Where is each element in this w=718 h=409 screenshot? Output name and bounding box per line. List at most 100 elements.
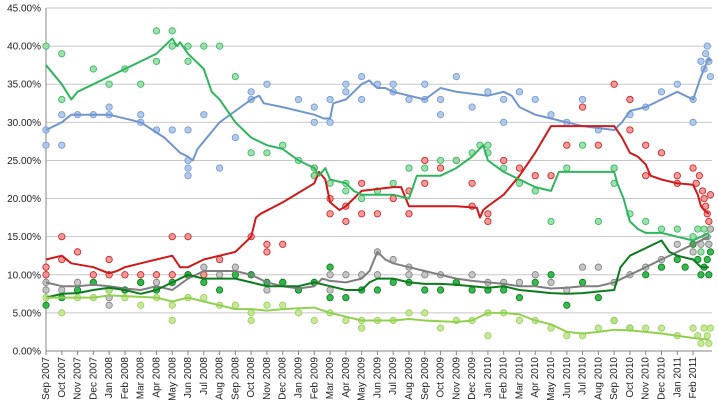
data-point [342, 217, 350, 226]
x-tick-label: Aug 2008 [215, 357, 226, 400]
data-point [184, 126, 192, 134]
y-tick-label: 45.00% [7, 4, 41, 15]
data-point [184, 42, 192, 50]
data-point [681, 263, 689, 271]
data-point [216, 271, 224, 279]
data-point [294, 95, 303, 104]
data-point [468, 271, 476, 279]
data-point [657, 225, 666, 233]
data-point [389, 179, 397, 187]
data-point [342, 316, 350, 325]
data-point [231, 133, 239, 142]
data-point [342, 187, 350, 195]
x-tick-label: Nov 2008 [262, 357, 273, 400]
x-tick-label: Jun 2009 [372, 357, 383, 399]
data-point [168, 27, 176, 35]
series-group [42, 27, 715, 347]
data-point [515, 278, 524, 286]
data-point [73, 278, 82, 286]
data-point [358, 179, 366, 187]
data-point [373, 271, 382, 279]
data-point [578, 278, 587, 286]
data-point [702, 50, 710, 58]
data-point [200, 294, 208, 302]
data-point [700, 225, 708, 233]
data-point [700, 194, 708, 203]
x-tick-label: Sep 2009 [420, 357, 431, 400]
x-tick-label: Jan 2008 [104, 357, 115, 399]
data-point [706, 191, 715, 199]
data-point [468, 179, 476, 187]
y-tick-label: 35.00% [7, 80, 41, 91]
data-point [168, 42, 176, 50]
data-point [389, 194, 397, 203]
series-line [46, 294, 709, 341]
data-point [673, 240, 681, 248]
x-tick-label: Dec 2010 [656, 357, 667, 400]
data-point [697, 57, 705, 65]
y-tick-label: 20.00% [7, 194, 41, 205]
x-tick-label: Sep 2008 [230, 357, 241, 400]
data-point [105, 255, 113, 264]
data-point [168, 301, 176, 309]
x-tick-label: Apr 2010 [530, 357, 541, 398]
data-point [657, 263, 666, 271]
data-point [231, 301, 239, 309]
data-point [152, 57, 161, 65]
data-point [342, 80, 350, 88]
data-point [610, 316, 618, 325]
data-point [515, 88, 524, 96]
data-point [342, 88, 350, 96]
data-point [263, 149, 271, 157]
data-point [642, 217, 650, 226]
data-point [42, 141, 50, 149]
data-point [484, 332, 492, 340]
x-tick-label: Jun 2008 [183, 357, 194, 399]
data-point [137, 278, 145, 286]
data-point [689, 324, 697, 332]
data-point [326, 95, 334, 104]
data-point [697, 271, 705, 279]
x-tick-label: Jun 2010 [562, 357, 573, 399]
data-point [152, 271, 161, 279]
data-point [706, 324, 715, 332]
data-point [421, 164, 429, 172]
data-point [42, 42, 50, 50]
data-point [247, 88, 255, 96]
x-tick-label: May 2010 [546, 357, 557, 401]
data-point [594, 141, 602, 149]
x-tick-label: Dec 2009 [467, 357, 478, 400]
data-point [563, 301, 571, 309]
x-tick-label: Oct 2007 [57, 357, 68, 398]
data-point [436, 286, 445, 294]
data-point [563, 332, 571, 340]
data-point [698, 187, 707, 195]
series-1 [42, 80, 715, 279]
data-point [703, 42, 711, 50]
x-tick-label: Jan 2009 [294, 357, 305, 399]
data-point [310, 316, 318, 325]
data-point [468, 103, 476, 111]
data-point [405, 271, 413, 279]
data-point [358, 73, 366, 81]
data-point [484, 88, 492, 96]
data-point [358, 194, 366, 203]
data-point [702, 202, 710, 210]
y-tick-label: 15.00% [7, 232, 41, 243]
data-point [358, 95, 366, 104]
series-2 [42, 27, 715, 256]
data-point [578, 263, 587, 271]
data-point [436, 164, 445, 172]
data-point [673, 225, 681, 233]
data-point [105, 301, 113, 309]
data-point [294, 309, 303, 317]
data-point [706, 73, 715, 81]
data-point [578, 103, 587, 111]
data-point [657, 324, 666, 332]
data-point [547, 172, 555, 180]
data-point [231, 263, 239, 271]
data-point [216, 164, 224, 172]
data-point [216, 286, 224, 294]
x-tick-label: Sep 2007 [41, 357, 52, 400]
data-point [531, 187, 539, 195]
